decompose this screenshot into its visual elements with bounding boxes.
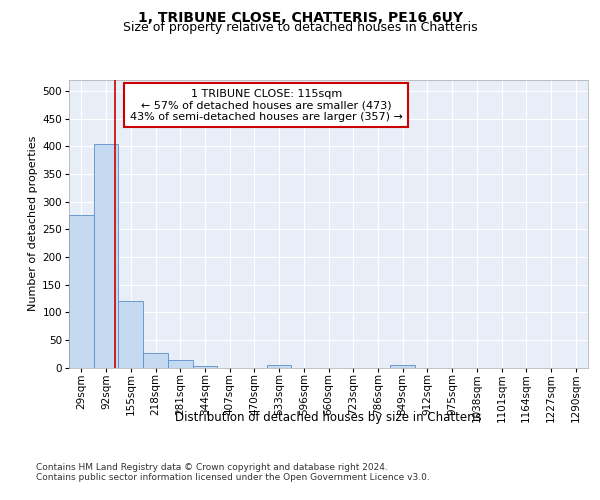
Bar <box>143 352 168 368</box>
Bar <box>267 364 292 368</box>
Text: 1 TRIBUNE CLOSE: 115sqm
← 57% of detached houses are smaller (473)
43% of semi-d: 1 TRIBUNE CLOSE: 115sqm ← 57% of detache… <box>130 88 403 122</box>
Bar <box>94 144 118 368</box>
Y-axis label: Number of detached properties: Number of detached properties <box>28 136 38 312</box>
Bar <box>193 366 217 368</box>
Bar <box>69 216 94 368</box>
Bar <box>168 360 193 368</box>
Bar <box>118 301 143 368</box>
Text: Size of property relative to detached houses in Chatteris: Size of property relative to detached ho… <box>122 21 478 34</box>
Bar <box>390 364 415 368</box>
Text: Distribution of detached houses by size in Chatteris: Distribution of detached houses by size … <box>175 411 482 424</box>
Text: 1, TRIBUNE CLOSE, CHATTERIS, PE16 6UY: 1, TRIBUNE CLOSE, CHATTERIS, PE16 6UY <box>137 11 463 25</box>
Text: Contains HM Land Registry data © Crown copyright and database right 2024.
Contai: Contains HM Land Registry data © Crown c… <box>36 462 430 482</box>
